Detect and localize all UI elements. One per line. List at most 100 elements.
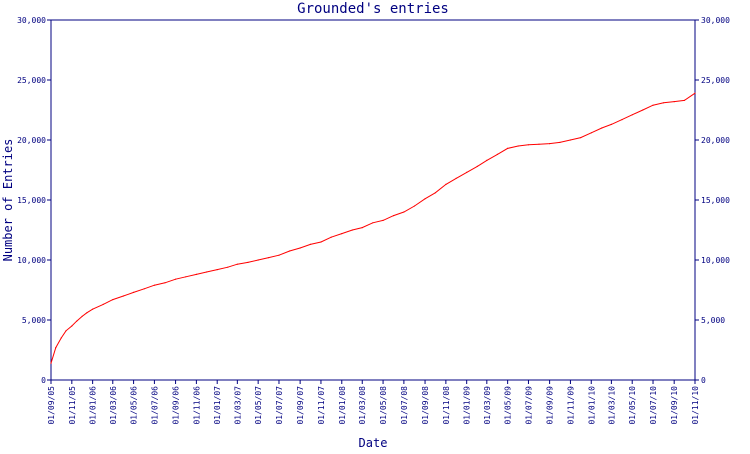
x-tick-label: 01/07/08 [400,386,409,425]
series-points [50,92,696,364]
x-axis: 01/09/05 01/11/05 01/01/06 01/03/06 01/05/06… [47,380,700,425]
y-tick-label-left: 30,000 [17,16,46,25]
data-point [527,144,530,146]
x-tick-label: 01/11/06 [192,386,201,425]
data-point [610,123,613,125]
y-tick-label-right: 30,000 [701,16,730,25]
data-point [76,320,78,322]
x-tick-label: 01/11/09 [566,386,575,425]
x-tick-label: 01/05/09 [504,386,513,425]
data-point [663,102,665,104]
x-tick-label: 01/05/10 [628,386,637,425]
x-tick-label: 01/01/10 [587,386,596,425]
series-line [50,92,696,364]
chart-title: Grounded's entries [297,1,449,17]
x-tick-label: 01/01/06 [89,386,98,425]
x-tick-label: 01/03/10 [607,386,616,425]
data-point [133,291,135,293]
data-point [92,308,94,310]
y-tick-label-left: 10,000 [17,256,46,265]
x-tick-label: 01/05/06 [130,386,139,425]
data-point [351,229,353,231]
x-tick-label: 01/03/08 [358,386,367,425]
data-point [413,205,416,207]
data-point [403,211,405,213]
data-point [122,295,124,297]
data-point [683,99,686,101]
y-axis: 0 0 5,000 5,000 10,000 10,000 15,000 15,000 20,0… [17,16,730,385]
x-tick-label: 01/07/09 [524,386,533,425]
data-point [361,227,363,229]
data-point [476,165,478,167]
data-point [112,299,114,301]
x-tick-label: 01/03/07 [233,386,242,425]
data-point [86,312,88,314]
data-point [216,269,218,271]
plot-area-frame [50,19,696,381]
data-point [434,192,436,194]
data-point [601,127,603,129]
y-tick-label-left: 25,000 [17,76,46,85]
y-tick-label-right: 0 [701,376,706,385]
x-tick-label: 01/11/07 [317,386,326,425]
data-point [517,145,519,147]
data-point [372,222,374,224]
x-tick-label: 01/09/09 [546,386,555,425]
y-tick-label-right: 20,000 [701,136,730,145]
x-tick-label: 01/03/06 [109,386,118,425]
x-tick-label: 01/07/07 [275,386,284,425]
y-tick-label-left: 15,000 [17,196,46,205]
data-point [393,215,395,217]
data-point [466,171,468,173]
data-point [60,337,62,339]
data-point [65,330,67,332]
x-tick-label: 01/05/07 [254,386,263,425]
data-point [549,143,551,145]
data-point [143,288,145,290]
data-point [590,132,592,134]
x-tick-label: 01/03/09 [483,386,492,425]
x-tick-label: 01/11/10 [691,386,700,425]
data-point [341,233,343,235]
data-point [309,243,311,245]
data-point [102,303,104,305]
data-point [445,183,447,185]
x-tick-label: 01/07/10 [649,386,658,425]
y-tick-label-left: 20,000 [17,136,46,145]
data-point [320,241,322,243]
data-point [496,153,498,155]
data-point [81,315,83,317]
data-point [580,137,582,139]
x-tick-label: 01/09/10 [670,386,679,425]
data-point [330,236,332,238]
data-point [164,282,166,284]
x-tick-label: 01/09/05 [47,386,56,425]
data-point [236,263,238,265]
x-tick-label: 01/05/08 [379,386,388,425]
data-point [642,109,644,111]
data-point [486,159,488,161]
y-tick-label-right: 15,000 [701,196,730,205]
x-tick-label: 01/09/07 [296,386,305,425]
data-point [257,259,259,261]
data-point [268,257,270,259]
y-tick-label-right: 10,000 [701,256,730,265]
data-point [538,143,540,145]
y-tick-label-left: 0 [41,376,46,385]
data-point [289,250,291,252]
data-point [195,273,197,275]
x-tick-label: 01/11/08 [442,386,451,425]
data-point [227,266,229,268]
x-tick-label: 01/07/06 [150,386,159,425]
x-tick-label: 01/01/09 [463,386,472,425]
data-point [153,284,155,286]
y-tick-label-left: 5,000 [22,316,46,325]
data-point [673,101,675,103]
data-point [424,198,426,200]
data-point [694,92,696,94]
y-tick-label-right: 5,000 [701,316,725,325]
data-point [278,254,280,256]
data-point [175,278,177,280]
data-point [299,247,301,249]
